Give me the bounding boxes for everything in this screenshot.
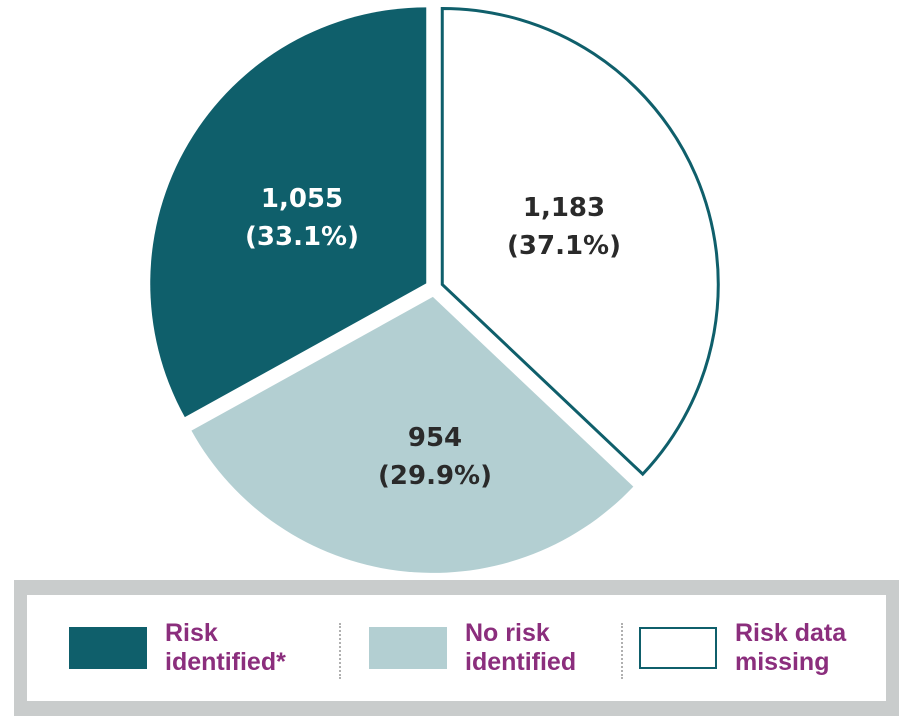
legend-panel: Risk identified* No risk identified Risk… [27, 595, 886, 701]
legend-swatch-risk-identified [69, 627, 147, 669]
legend-divider [621, 623, 623, 679]
slice-value-label: 1,183 [523, 193, 605, 223]
legend-item-no-risk-identified: No risk identified [369, 595, 576, 701]
legend-divider [339, 623, 341, 679]
legend-label-no-risk-identified: No risk identified [465, 619, 577, 676]
pie-slice-risk-data-missing [440, 6, 720, 477]
slice-value-label: 954 [408, 423, 462, 453]
legend-swatch-no-risk-identified [369, 627, 447, 669]
slice-percent-label: (37.1%) [507, 231, 621, 261]
pie-slice-no-risk-identified [191, 296, 634, 573]
slice-percent-label: (33.1%) [245, 222, 359, 252]
slice-value-label: 1,055 [261, 184, 343, 214]
slice-percent-label: (29.9%) [378, 461, 492, 491]
legend-label-risk-data-missing: Risk data missing [735, 619, 847, 676]
pie-chart: 1,055 (33.1%) 954 (29.9%) 1,183 (37.1%) [150, 6, 720, 573]
legend-item-risk-data-missing: Risk data missing [639, 595, 846, 701]
legend: Risk identified* No risk identified Risk… [14, 580, 899, 716]
legend-swatch-risk-data-missing [639, 627, 717, 669]
legend-label-risk-identified: Risk identified* [165, 619, 286, 676]
pie-slice-risk-identified [150, 7, 427, 418]
legend-item-risk-identified: Risk identified* [69, 595, 286, 701]
